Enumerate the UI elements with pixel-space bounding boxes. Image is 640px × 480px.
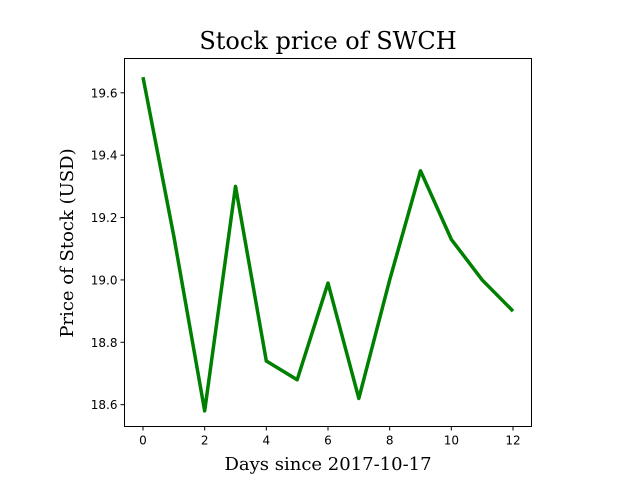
y-tick-label: 19.2	[91, 211, 118, 225]
series-line-0	[141, 76, 515, 413]
y-axis: 18.6 18.8 19.0 19.2 19.4 19.6	[91, 86, 125, 412]
x-tick-label: 0	[139, 434, 147, 448]
y-tick-label: 19.0	[91, 273, 118, 287]
y-tick-label: 19.6	[91, 86, 118, 100]
x-tick-label: 10	[444, 434, 459, 448]
x-axis-label: Days since 2017-10-17	[224, 454, 431, 475]
x-tick-label: 6	[324, 434, 332, 448]
chart-title: Stock price of SWCH	[199, 27, 456, 55]
y-tick-label: 19.4	[91, 149, 118, 163]
x-axis: 0 2 4 6 8 10 12	[139, 426, 521, 448]
plot-frame	[124, 58, 532, 427]
plot-area	[141, 76, 515, 413]
x-tick-label: 2	[201, 434, 209, 448]
y-tick-label: 18.6	[91, 398, 118, 412]
x-tick-label: 8	[386, 434, 394, 448]
x-tick-label: 4	[263, 434, 271, 448]
x-tick-label: 12	[505, 434, 520, 448]
y-axis-label: Price of Stock (USD)	[57, 148, 78, 337]
y-tick-label: 18.8	[91, 336, 118, 350]
